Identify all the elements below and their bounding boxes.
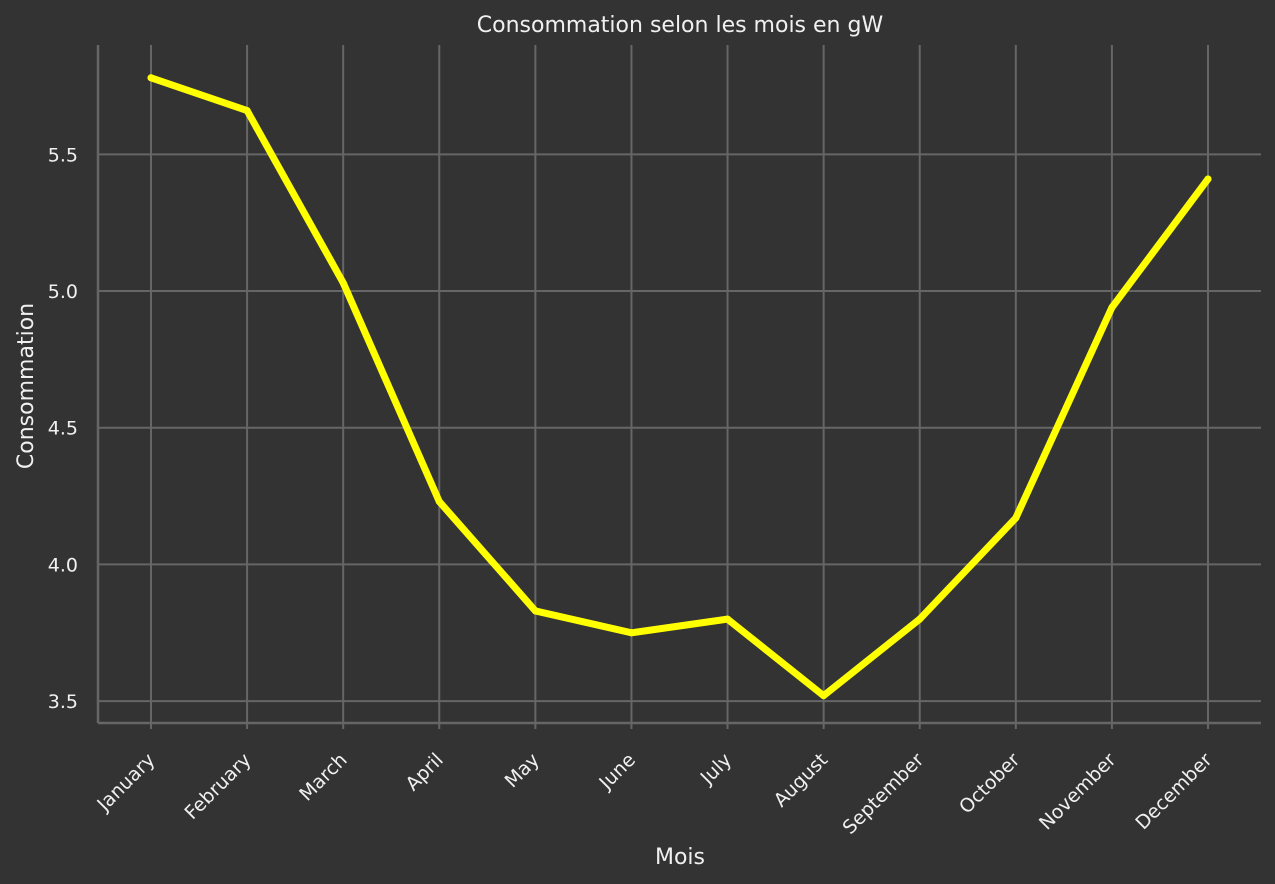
data-point [628, 629, 635, 636]
x-tick-label: July [696, 749, 736, 789]
x-tick-labels: January February March April May June July Augu… [92, 749, 1216, 839]
y-tick-label: 4.0 [48, 554, 78, 576]
x-tick-label: May [501, 749, 544, 792]
chart-title: Consommation selon les mois en gW [477, 13, 884, 38]
y-tick-label: 4.5 [48, 418, 78, 440]
x-tick-label: October [955, 749, 1024, 818]
data-point [436, 498, 443, 505]
data-point [532, 607, 539, 614]
y-tick-labels: 3.5 4.0 4.5 5.0 5.5 [48, 144, 78, 713]
data-point [1012, 514, 1019, 521]
data-point [820, 692, 827, 699]
y-axis-label: Consommation [14, 303, 39, 469]
data-point [724, 616, 731, 623]
data-point [916, 616, 923, 623]
series [148, 74, 1212, 699]
x-tick-label: September [838, 749, 928, 839]
x-tick-label: March [295, 749, 352, 806]
x-tick-label: June [594, 749, 640, 795]
x-tick-label: April [402, 749, 448, 795]
data-point [148, 74, 155, 81]
y-tick-label: 5.0 [48, 281, 78, 303]
data-point [1205, 175, 1212, 182]
x-axis-label: Mois [655, 845, 705, 870]
y-tick-label: 5.5 [48, 144, 78, 166]
data-point [340, 279, 347, 286]
x-tick-label: November [1035, 749, 1121, 835]
x-tick-label: January [92, 749, 159, 816]
axes [98, 45, 1261, 723]
y-tick-label: 3.5 [48, 691, 78, 713]
data-point [1108, 304, 1115, 311]
series-line [151, 78, 1208, 696]
x-tick-label: February [181, 749, 256, 824]
data-point [244, 107, 251, 114]
x-tick-label: August [770, 749, 833, 812]
x-tick-label: December [1131, 749, 1216, 834]
